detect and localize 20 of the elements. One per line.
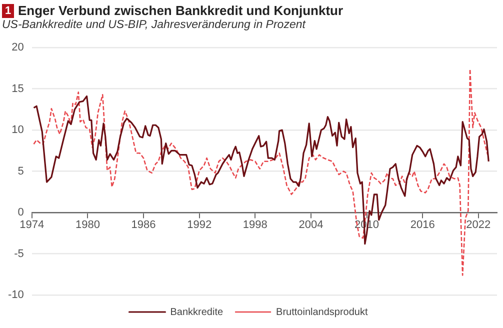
- x-tick-label: 2022: [466, 219, 491, 232]
- y-tick-label: 15: [12, 82, 24, 95]
- legend-label: Bankkredite: [170, 306, 224, 318]
- x-tick-label: 1986: [131, 219, 156, 232]
- y-tick-label: -10: [8, 289, 24, 302]
- chart-subtitle: US-Bankkredite und US-BIP, Jahresveränderung in Prozent: [2, 19, 307, 31]
- y-tick-label: 5: [18, 165, 24, 178]
- chart-title: Enger Verbund zwischen Bankkredit und Konjunktur: [18, 3, 344, 18]
- y-tick-label: 0: [18, 206, 24, 219]
- y-tick-label: 10: [12, 124, 24, 136]
- x-tick-label: 1998: [242, 219, 268, 232]
- legend-label: Bruttoinlandsprodukt: [276, 306, 368, 318]
- x-tick-label: 1980: [75, 219, 100, 232]
- text: 1: [2, 4, 14, 18]
- y-tick-label: -5: [14, 248, 24, 260]
- x-tick-label: 2004: [298, 219, 324, 232]
- y-tick-label: 20: [12, 42, 24, 54]
- x-tick-label: 2016: [410, 219, 435, 232]
- x-tick-label: 1992: [187, 219, 212, 232]
- x-tick-label: 1974: [20, 219, 44, 232]
